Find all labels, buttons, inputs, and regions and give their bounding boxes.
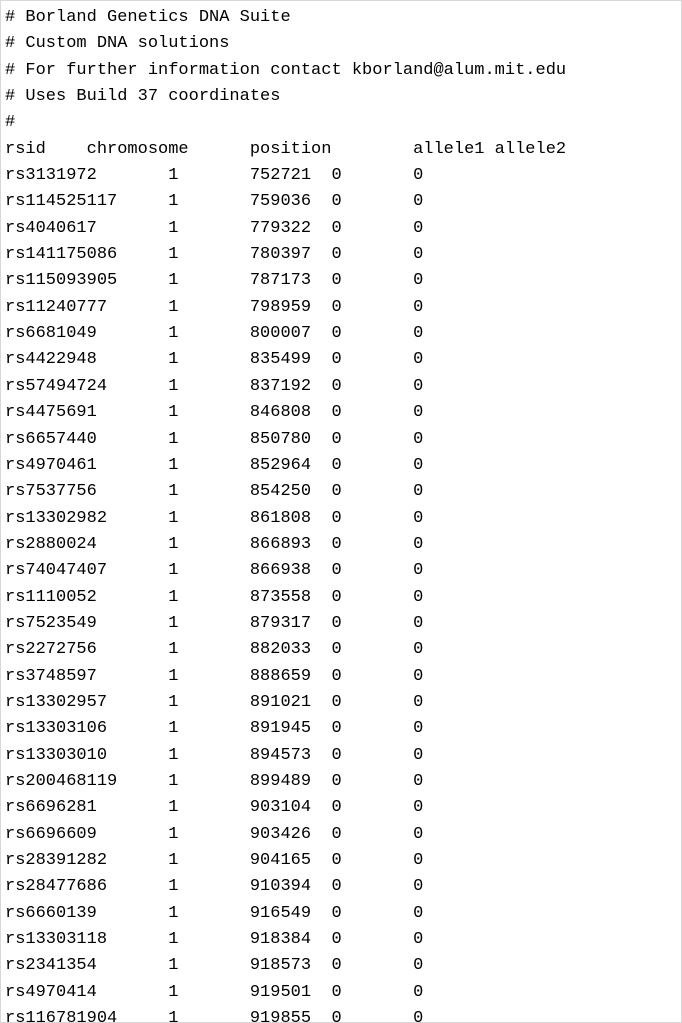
data-row-29: rs13303118 1 918384 0 0 bbox=[5, 927, 681, 953]
data-row-1: rs114525117 1 759036 0 0 bbox=[5, 189, 681, 215]
data-row-4: rs115093905 1 787173 0 0 bbox=[5, 268, 681, 294]
data-row-17: rs7523549 1 879317 0 0 bbox=[5, 611, 681, 637]
comment-line-0: # Borland Genetics DNA Suite bbox=[5, 5, 681, 31]
comment-line-2: # For further information contact kborla… bbox=[5, 58, 681, 84]
data-row-25: rs6696609 1 903426 0 0 bbox=[5, 822, 681, 848]
comment-line-3: # Uses Build 37 coordinates bbox=[5, 84, 681, 110]
data-row-19: rs3748597 1 888659 0 0 bbox=[5, 664, 681, 690]
data-row-20: rs13302957 1 891021 0 0 bbox=[5, 690, 681, 716]
data-row-26: rs28391282 1 904165 0 0 bbox=[5, 848, 681, 874]
data-row-12: rs7537756 1 854250 0 0 bbox=[5, 479, 681, 505]
data-row-30: rs2341354 1 918573 0 0 bbox=[5, 953, 681, 979]
comment-line-1: # Custom DNA solutions bbox=[5, 31, 681, 57]
data-row-15: rs74047407 1 866938 0 0 bbox=[5, 558, 681, 584]
data-row-5: rs11240777 1 798959 0 0 bbox=[5, 295, 681, 321]
data-row-16: rs1110052 1 873558 0 0 bbox=[5, 585, 681, 611]
data-row-10: rs6657440 1 850780 0 0 bbox=[5, 427, 681, 453]
data-row-32: rs116781904 1 919855 0 0 bbox=[5, 1006, 681, 1023]
data-row-18: rs2272756 1 882033 0 0 bbox=[5, 637, 681, 663]
data-row-11: rs4970461 1 852964 0 0 bbox=[5, 453, 681, 479]
data-row-28: rs6660139 1 916549 0 0 bbox=[5, 901, 681, 927]
text-file-view: # Borland Genetics DNA Suite# Custom DNA… bbox=[0, 0, 682, 1023]
data-row-3: rs141175086 1 780397 0 0 bbox=[5, 242, 681, 268]
data-row-24: rs6696281 1 903104 0 0 bbox=[5, 795, 681, 821]
data-row-23: rs200468119 1 899489 0 0 bbox=[5, 769, 681, 795]
data-row-8: rs57494724 1 837192 0 0 bbox=[5, 374, 681, 400]
data-row-22: rs13303010 1 894573 0 0 bbox=[5, 743, 681, 769]
data-row-31: rs4970414 1 919501 0 0 bbox=[5, 980, 681, 1006]
data-row-27: rs28477686 1 910394 0 0 bbox=[5, 874, 681, 900]
data-row-21: rs13303106 1 891945 0 0 bbox=[5, 716, 681, 742]
data-row-0: rs3131972 1 752721 0 0 bbox=[5, 163, 681, 189]
comment-line-4: # bbox=[5, 110, 681, 136]
data-row-13: rs13302982 1 861808 0 0 bbox=[5, 506, 681, 532]
column-header: rsid chromosome position allele1 allele2 bbox=[5, 137, 681, 163]
data-row-9: rs4475691 1 846808 0 0 bbox=[5, 400, 681, 426]
data-row-14: rs2880024 1 866893 0 0 bbox=[5, 532, 681, 558]
data-row-7: rs4422948 1 835499 0 0 bbox=[5, 347, 681, 373]
data-row-2: rs4040617 1 779322 0 0 bbox=[5, 216, 681, 242]
data-row-6: rs6681049 1 800007 0 0 bbox=[5, 321, 681, 347]
